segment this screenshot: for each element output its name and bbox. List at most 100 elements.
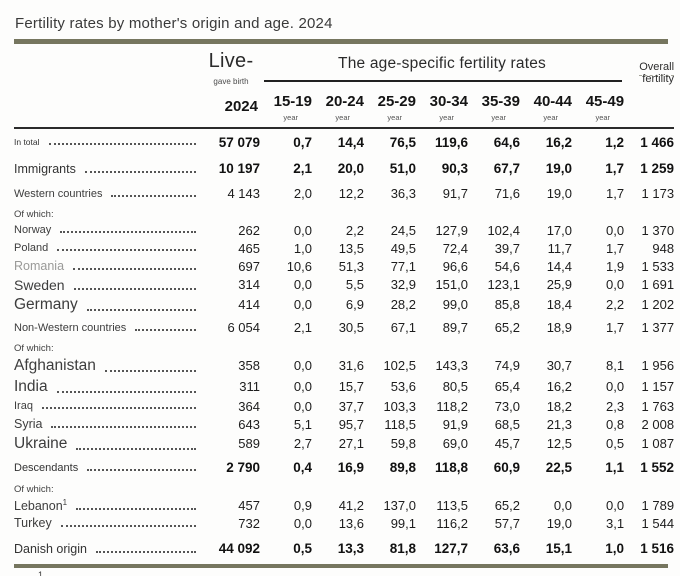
table-row: Sweden 314 0,0 5,5 32,9 151,0 123,1 25,9 0,0 1 69… (14, 275, 674, 294)
value-cell: 311 (239, 379, 260, 394)
table-row: Afghanistan 358 0,0 31,6 102,5 143,3 74,9 30,7 8… (14, 355, 674, 376)
value-cell: 13,5 (338, 240, 364, 256)
value-cell: 49,5 (390, 240, 416, 256)
top-divider (14, 39, 668, 44)
value-cell: 57 079 (218, 135, 260, 150)
row-label-cell: Afghanistan (14, 355, 202, 376)
value-cell: 1 370 (641, 222, 675, 238)
table-row: Non-Western countries 6 054 2,1 30,5 67,1 89,… (14, 315, 674, 339)
value-cell: 1 202 (641, 297, 675, 312)
row-label: Romania (14, 259, 65, 273)
value-cell: 90,3 (441, 161, 468, 176)
value-cell: 589 (238, 436, 260, 451)
value-cell: 19,0 (546, 515, 572, 531)
col-header-age-30-34: 30-34 year (416, 87, 468, 129)
row-label-cell: Western countries (14, 181, 202, 205)
row-label: Sweden (14, 276, 65, 293)
row-label-cell: Non-Western countries (14, 315, 202, 339)
dot-leader (87, 468, 196, 471)
value-cell: 59,8 (390, 436, 416, 451)
overall-subtitle: fertility (642, 73, 675, 85)
value-cell: 65,2 (494, 497, 520, 513)
value-cell: 102,4 (487, 222, 520, 238)
row-label-cell: Norway (14, 221, 202, 239)
value-cell: 37,7 (338, 398, 364, 414)
value-cell: 0,0 (293, 222, 312, 238)
value-cell: 69,0 (442, 436, 468, 451)
value-cell: 22,5 (545, 460, 572, 475)
row-label-cell: Iraq (14, 397, 202, 415)
age-range-label: 35-39 (481, 93, 520, 110)
table-header: Live- The age-specific fertility rates O… (14, 44, 675, 129)
row-label-cell: Danish origin (14, 532, 202, 561)
col-header-age-35-39: 35-39 year (468, 87, 520, 129)
value-cell: 1 544 (641, 515, 675, 531)
value-cell: 1 763 (641, 398, 675, 414)
value-cell: 414 (238, 297, 260, 312)
value-cell: 11,7 (547, 240, 572, 256)
value-cell: 91,9 (442, 416, 468, 432)
table-row: Ukraine 589 2,7 27,1 59,8 69,0 45,7 12,5 0,5 1 08… (14, 433, 674, 454)
value-cell: 18,9 (546, 320, 572, 335)
value-cell: 24,5 (390, 222, 416, 238)
value-cell: 6 054 (227, 320, 260, 335)
dot-leader (56, 390, 196, 393)
value-cell: 1 691 (641, 277, 675, 292)
value-cell: 14,4 (337, 135, 364, 150)
value-cell: 465 (238, 240, 260, 256)
value-cell: 0,8 (605, 416, 625, 432)
value-cell: 44 092 (218, 541, 260, 557)
bottom-divider (14, 564, 668, 569)
value-cell: 732 (238, 515, 260, 531)
table-row: Of which: (14, 339, 674, 355)
table-row: Poland 465 1,0 13,5 49,5 72,4 39,7 11,7 1,7 948 (14, 239, 674, 257)
value-cell: 1 466 (640, 135, 675, 150)
section-label: Of which: (14, 484, 54, 495)
value-cell: 0,7 (293, 135, 312, 150)
value-cell: 18,4 (546, 297, 572, 312)
table-row: Danish origin 44 092 0,5 13,3 81,8 127,7 63,6 1… (14, 532, 674, 561)
value-cell: 143,3 (435, 358, 468, 373)
value-cell: 18,2 (546, 398, 572, 414)
value-cell: 32,9 (390, 277, 416, 292)
value-cell: 13,6 (338, 515, 364, 531)
value-cell: 151,0 (435, 277, 468, 292)
value-cell: 6,9 (345, 297, 364, 312)
row-label: Immigrants (14, 161, 76, 176)
year-unit-label: year (283, 113, 298, 122)
live-births-subtitle: gave birth (213, 77, 249, 86)
header-row-3: 2024 15-19 year 20-24 year 25-29 year 30-34 yea… (14, 87, 675, 129)
value-cell: 1,2 (605, 135, 625, 150)
value-cell: 1,9 (605, 258, 625, 274)
value-cell: 31,6 (338, 358, 364, 373)
table-row: Of which: (14, 480, 674, 496)
row-label-cell: Lebanon1 (14, 496, 202, 514)
dot-leader (60, 525, 196, 528)
col-header-age-20-24: 20-24 year (312, 87, 364, 129)
value-cell: 51,0 (389, 161, 416, 176)
value-cell: 17,0 (546, 222, 572, 238)
value-cell: 15,7 (338, 379, 364, 394)
value-cell: 1,7 (605, 186, 625, 201)
value-cell: 96,6 (442, 258, 468, 274)
row-label-cell: Sweden (14, 275, 202, 294)
value-cell: 57,7 (494, 515, 520, 531)
value-cell: 19,0 (545, 161, 572, 176)
value-cell: 0,0 (293, 358, 312, 373)
value-cell: 0,0 (293, 515, 312, 531)
value-cell: 262 (238, 222, 260, 238)
value-cell: 85,8 (494, 297, 520, 312)
section-label: Of which: (14, 343, 54, 354)
dot-leader (111, 194, 196, 197)
col-header-live-births: Live- (208, 50, 254, 72)
row-label: Lebanon1 (14, 497, 68, 513)
row-label-cell: Immigrants (14, 155, 202, 181)
header-spacer (624, 87, 675, 129)
value-cell: 118,8 (434, 460, 468, 475)
value-cell: 25,9 (546, 277, 572, 292)
row-label-cell: In total (14, 128, 202, 155)
value-cell: 12,5 (546, 436, 572, 451)
year-unit-label: year (387, 113, 402, 122)
value-cell: 80,5 (442, 379, 468, 394)
